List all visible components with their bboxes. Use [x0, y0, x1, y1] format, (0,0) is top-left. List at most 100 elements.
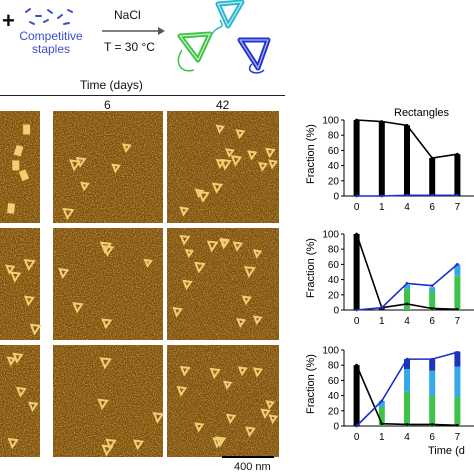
afm-triangle-particle	[194, 261, 206, 274]
blue-series-point	[430, 284, 434, 288]
staples-label-line2: staples	[31, 42, 71, 56]
afm-triangle-particle	[194, 422, 205, 433]
blue-series-point	[355, 308, 358, 312]
bar	[454, 397, 461, 426]
afm-triangle-particle	[15, 386, 27, 398]
black-series-point	[430, 156, 434, 160]
afm-triangle-particle	[260, 408, 271, 420]
afm-triangle-particle	[197, 190, 210, 203]
y-tick-label: 100	[322, 230, 339, 241]
afm-triangle-particle	[72, 302, 84, 314]
afm-image-r3-c2	[53, 345, 165, 457]
blue-series-point	[430, 193, 434, 197]
x-tick-label: 1	[379, 202, 385, 212]
blue-series-point	[456, 193, 459, 197]
chart-bottom: Fraction (%) 0 20 40 60 80 100 0 1 4 6 7 Time (d	[305, 346, 474, 457]
black-series-point	[430, 307, 434, 310]
black-series-point	[405, 302, 409, 306]
afm-triangle-particle	[29, 323, 42, 336]
bar	[404, 391, 410, 426]
x-tick-label: 6	[429, 316, 435, 327]
bar	[454, 264, 461, 276]
afm-triangle-particle	[215, 124, 226, 135]
afm-triangle-particle	[179, 365, 191, 377]
afm-triangle-particle	[215, 158, 226, 169]
chart-middle: Fraction (%) 0 20 40 60 80 100 0 1 4 6 7	[305, 230, 474, 327]
afm-triangle-particle	[206, 240, 219, 253]
blue-series-point	[456, 350, 459, 354]
afm-triangle-particle	[101, 318, 113, 330]
bar	[429, 370, 436, 396]
afm-triangle-particle	[244, 426, 256, 438]
black-series-point	[380, 120, 384, 123]
y-tick-label: 80	[328, 361, 340, 372]
y-tick-label: 60	[328, 376, 340, 387]
y-tick-label: 20	[328, 406, 340, 417]
y-tick-label: 40	[328, 391, 340, 402]
afm-triangle-particle	[97, 398, 109, 410]
afm-triangle-particle	[23, 295, 35, 307]
blue-series-point	[380, 194, 384, 198]
x-axis-label: Time (d	[428, 445, 465, 457]
afm-image-r2-c2	[53, 228, 163, 340]
afm-triangle-particle	[212, 437, 224, 449]
x-tick-label: 7	[455, 202, 461, 212]
y-tick-label: 40	[328, 275, 340, 286]
x-tick-label: 4	[404, 202, 410, 212]
y-tick-label: 100	[322, 116, 339, 127]
afm-triangle-particle	[235, 129, 246, 140]
x-tick-label: 1	[379, 316, 385, 327]
afm-triangle-particle	[105, 438, 117, 450]
time-col-2-label: 42	[216, 98, 230, 112]
afm-triangle-particle	[268, 414, 279, 425]
afm-rectangle-particle	[18, 169, 30, 182]
afm-image-r1-c1	[0, 111, 40, 223]
black-series-point	[456, 307, 459, 311]
black-series-point	[430, 423, 434, 426]
afm-triangle-particle	[172, 306, 183, 318]
afm-triangle-particle	[99, 241, 113, 254]
afm-triangle-particle	[225, 148, 235, 158]
afm-image-r3-c1	[0, 345, 40, 457]
afm-triangle-particle	[133, 439, 144, 451]
afm-triangle-particle	[69, 159, 82, 172]
blue-series-point	[355, 424, 358, 428]
afm-texture	[0, 345, 40, 457]
afm-image-r1-c2	[53, 111, 163, 223]
y-tick-label: 80	[328, 131, 340, 142]
bar	[454, 366, 461, 398]
afm-triangle-particle	[252, 249, 263, 259]
chart-rectangles: Fraction (%) Rectangles 0 20 40 60 80 100 0 1 4 6 7	[305, 107, 474, 212]
afm-texture	[0, 111, 40, 223]
afm-triangle-particle	[12, 352, 24, 364]
afm-triangle-particle	[232, 241, 244, 252]
afm-triangle-particle	[152, 412, 165, 424]
afm-triangle-particle	[209, 367, 221, 380]
bar	[454, 154, 461, 196]
afm-triangle-particle	[102, 245, 115, 257]
afm-image-r2-c3	[167, 228, 279, 340]
black-series-point	[355, 232, 358, 236]
afm-triangle-particle	[214, 436, 227, 448]
y-axis-label: Fraction (%)	[305, 354, 317, 414]
bar	[404, 359, 410, 369]
black-series-point	[456, 152, 459, 156]
bar	[378, 400, 385, 407]
y-tick-label: 0	[333, 192, 339, 203]
blue-series-point	[380, 399, 384, 403]
black-series-point	[405, 123, 409, 127]
afm-triangle-particle	[6, 356, 17, 367]
afm-rectangle-particle	[12, 160, 20, 171]
bar	[378, 308, 385, 310]
afm-image-grid	[0, 111, 279, 457]
chart-title: Rectangles	[394, 107, 450, 119]
y-tick-label: 0	[333, 422, 339, 433]
x-tick-label: 6	[429, 432, 435, 443]
bar	[429, 291, 436, 310]
afm-triangle-particle	[258, 161, 269, 172]
y-tick-label: 60	[328, 146, 340, 157]
afm-triangle-particle	[23, 258, 36, 272]
blue-series-point	[456, 263, 459, 266]
afm-triangle-particle	[179, 206, 190, 217]
bar	[404, 369, 410, 392]
